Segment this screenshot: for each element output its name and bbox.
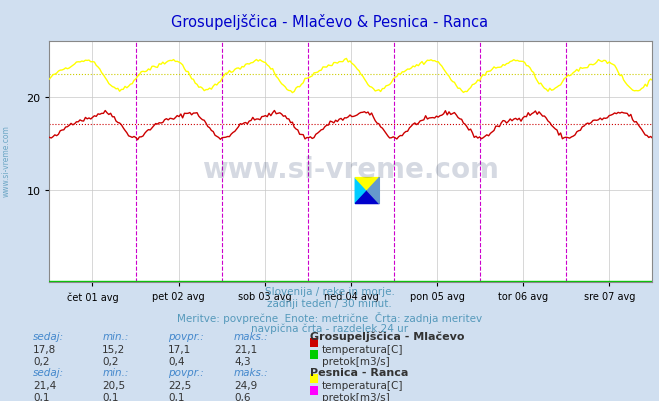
Text: 0,2: 0,2 [102, 356, 119, 366]
Text: 0,1: 0,1 [33, 392, 49, 401]
Text: pretok[m3/s]: pretok[m3/s] [322, 356, 389, 366]
Text: Grosupeljščica - Mlačevo: Grosupeljščica - Mlačevo [310, 331, 464, 341]
Text: 22,5: 22,5 [168, 380, 191, 390]
Text: Slovenija / reke in morje.: Slovenija / reke in morje. [264, 287, 395, 297]
Text: 21,1: 21,1 [234, 344, 257, 354]
Text: Meritve: povprečne  Enote: metrične  Črta: zadnja meritev: Meritve: povprečne Enote: metrične Črta:… [177, 311, 482, 323]
Text: povpr.:: povpr.: [168, 331, 204, 341]
Text: Pesnica - Ranca: Pesnica - Ranca [310, 367, 408, 377]
Text: sedaj:: sedaj: [33, 367, 64, 377]
Text: 15,2: 15,2 [102, 344, 125, 354]
Text: min.:: min.: [102, 367, 129, 377]
Text: pretok[m3/s]: pretok[m3/s] [322, 392, 389, 401]
Text: 17,1: 17,1 [168, 344, 191, 354]
Text: zadnji teden / 30 minut.: zadnji teden / 30 minut. [267, 299, 392, 309]
Text: 20,5: 20,5 [102, 380, 125, 390]
Text: 0,4: 0,4 [168, 356, 185, 366]
Text: 0,6: 0,6 [234, 392, 250, 401]
Polygon shape [367, 178, 380, 204]
Text: 0,2: 0,2 [33, 356, 49, 366]
Text: maks.:: maks.: [234, 367, 269, 377]
Text: temperatura[C]: temperatura[C] [322, 380, 403, 390]
Text: 0,1: 0,1 [102, 392, 119, 401]
Text: temperatura[C]: temperatura[C] [322, 344, 403, 354]
Polygon shape [355, 191, 380, 204]
Text: 24,9: 24,9 [234, 380, 257, 390]
Text: 21,4: 21,4 [33, 380, 56, 390]
Text: 17,8: 17,8 [33, 344, 56, 354]
Polygon shape [355, 178, 380, 191]
Text: 4,3: 4,3 [234, 356, 250, 366]
Text: www.si-vreme.com: www.si-vreme.com [202, 156, 500, 184]
Text: navpična črta - razdelek 24 ur: navpična črta - razdelek 24 ur [251, 323, 408, 333]
Text: www.si-vreme.com: www.si-vreme.com [2, 125, 11, 196]
Text: maks.:: maks.: [234, 331, 269, 341]
Polygon shape [355, 178, 367, 204]
Text: povpr.:: povpr.: [168, 367, 204, 377]
Text: sedaj:: sedaj: [33, 331, 64, 341]
Text: Grosupeljščica - Mlačevo & Pesnica - Ranca: Grosupeljščica - Mlačevo & Pesnica - Ran… [171, 14, 488, 30]
Text: min.:: min.: [102, 331, 129, 341]
Text: 0,1: 0,1 [168, 392, 185, 401]
